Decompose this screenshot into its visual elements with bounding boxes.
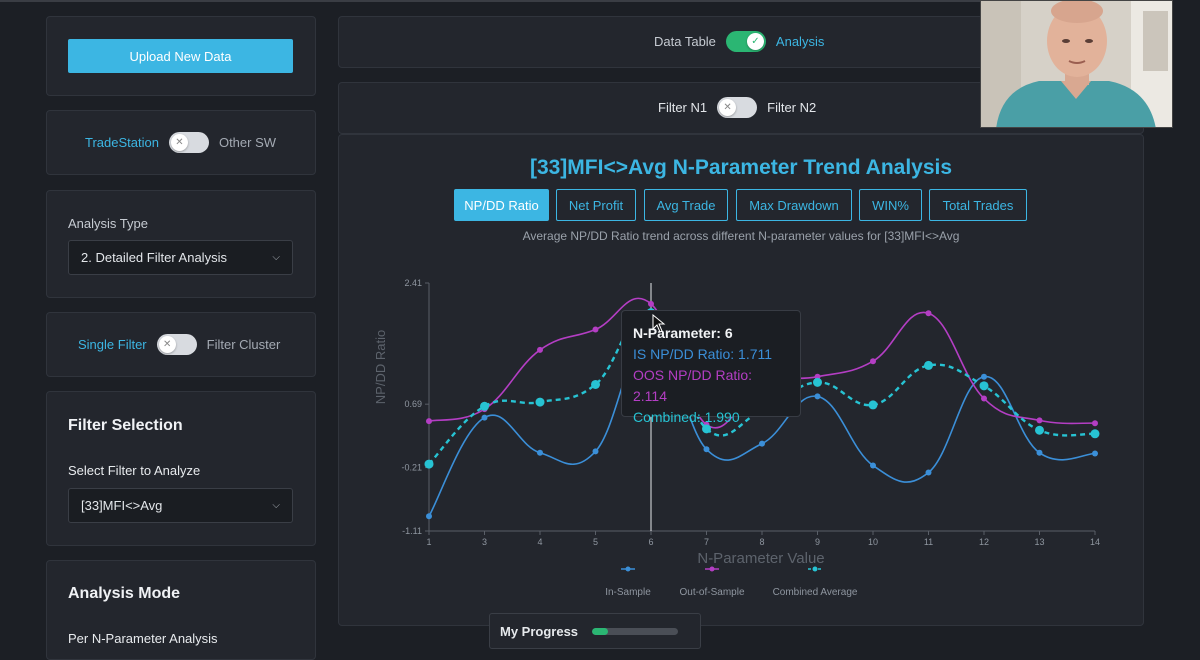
filter-selection-title: Filter Selection xyxy=(68,417,183,434)
progress-bar xyxy=(592,627,679,635)
progress-label: My Progress xyxy=(500,623,579,639)
chevron-down-icon: ⌵ xyxy=(272,500,280,511)
upload-button[interactable]: Upload New Data xyxy=(68,39,293,73)
webcam-person-image xyxy=(981,1,1172,127)
tooltip-title: N-Parameter: 6 xyxy=(633,325,733,341)
close-icon: ✕ xyxy=(719,99,737,116)
data-table-label: Data Table xyxy=(654,34,716,49)
platform-right-label: Other SW xyxy=(218,135,277,150)
analysis-mode-title: Analysis Mode xyxy=(68,585,181,602)
tooltip-oos: OOS NP/DD Ratio: 2.114 xyxy=(633,367,753,404)
platform-toggle-row: TradeStation ✕ Other SW xyxy=(85,132,276,153)
tooltip-is: IS NP/DD Ratio: 1.711 xyxy=(633,346,773,362)
chart-subtitle: Average NP/DD Ratio trend across differe… xyxy=(522,229,960,243)
analysis-type-value: 2. Detailed Filter Analysis xyxy=(81,250,227,265)
filter-mode-toggle-row: Single Filter ✕ Filter Cluster xyxy=(78,334,280,355)
metric-button-np-dd[interactable]: NP/DD Ratio xyxy=(454,189,549,221)
platform-switch[interactable]: ✕ xyxy=(168,132,209,153)
cursor-icon xyxy=(652,314,666,333)
progress-panel[interactable]: My Progress xyxy=(489,613,701,649)
analysis-type-select[interactable]: 2. Detailed Filter Analysis ⌵ xyxy=(68,240,293,275)
filter-n1-label: Filter N1 xyxy=(658,100,708,115)
analysis-mode-card xyxy=(46,560,316,660)
filter-mode-right-label: Filter Cluster xyxy=(206,337,281,352)
chevron-down-icon: ⌵ xyxy=(272,252,280,263)
filter-n-switch[interactable]: ✕ xyxy=(717,97,758,118)
chart-tooltip: N-Parameter: 6 IS NP/DD Ratio: 1.711 OOS… xyxy=(621,310,801,425)
progress-fill xyxy=(592,627,608,635)
metric-button-win-pct[interactable]: WIN% xyxy=(859,189,922,221)
close-icon: ✕ xyxy=(170,134,188,151)
metric-button-total-trades[interactable]: Total Trades xyxy=(929,189,1027,221)
view-switch[interactable]: ✓ xyxy=(725,31,766,52)
metric-button-avg-trade[interactable]: Avg Trade xyxy=(644,189,728,221)
view-toggle-row: Data Table ✓ Analysis xyxy=(654,31,824,52)
chart-title: [33]MFI<>Avg N-Parameter Trend Analysis xyxy=(529,156,953,179)
top-border xyxy=(0,0,980,2)
analysis-mode-sub: Per N-Parameter Analysis xyxy=(68,631,218,646)
metric-button-max-drawdown[interactable]: Max Drawdown xyxy=(736,189,852,221)
metric-button-net-profit[interactable]: Net Profit xyxy=(556,189,636,221)
filter-n-toggle-row: Filter N1 ✕ Filter N2 xyxy=(658,97,816,118)
filter-select-label: Select Filter to Analyze xyxy=(68,463,201,478)
platform-left-label: TradeStation xyxy=(85,135,159,150)
check-icon: ✓ xyxy=(746,33,764,50)
filter-select[interactable]: [33]MFI<>Avg ⌵ xyxy=(68,488,293,523)
filter-mode-left-label: Single Filter xyxy=(78,337,147,352)
filter-mode-switch[interactable]: ✕ xyxy=(156,334,197,355)
filter-select-value: [33]MFI<>Avg xyxy=(81,498,163,513)
analysis-type-label: Analysis Type xyxy=(68,216,148,231)
tooltip-combined: Combined: 1.990 xyxy=(633,409,740,425)
filter-n2-label: Filter N2 xyxy=(767,100,817,115)
webcam-overlay xyxy=(980,0,1173,128)
analysis-label: Analysis xyxy=(775,34,825,49)
close-icon: ✕ xyxy=(158,336,176,353)
